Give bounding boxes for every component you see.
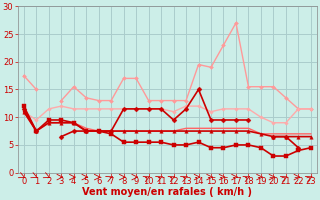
X-axis label: Vent moyen/en rafales ( km/h ): Vent moyen/en rafales ( km/h ) [82, 187, 252, 197]
